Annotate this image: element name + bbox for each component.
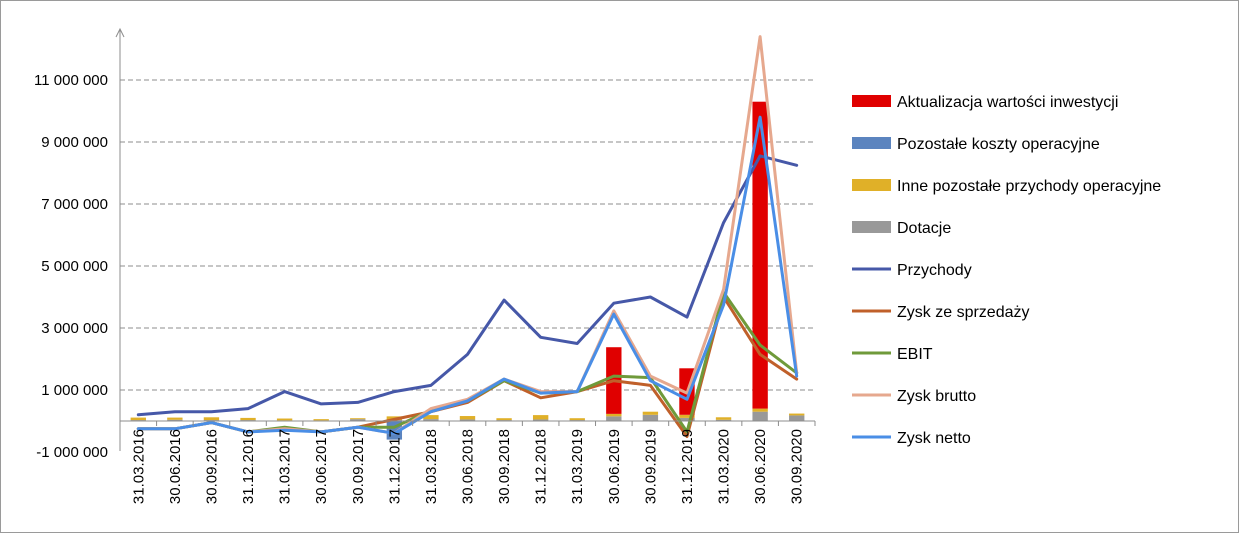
bar: [423, 419, 439, 421]
y-axis-arrow: [115, 27, 125, 38]
legend-label: Dotacje: [897, 220, 951, 237]
line-series: [136, 35, 799, 438]
bar: [752, 411, 768, 421]
x-tick-label: 30.09.2017: [350, 429, 367, 504]
legend: Aktualizacja wartości inwestycji Pozostał…: [852, 94, 1161, 447]
bar: [423, 415, 439, 420]
bar: [752, 101, 768, 409]
x-tick-label: 31.12.2017: [386, 429, 403, 504]
legend-swatch: [852, 137, 891, 149]
y-tick-label: 7 000 000: [41, 196, 108, 213]
bar: [350, 419, 366, 421]
bar: [569, 418, 585, 421]
bar: [313, 419, 329, 421]
legend-swatch: [852, 95, 891, 107]
bar: [496, 418, 512, 421]
legend-label: Zysk brutto: [897, 388, 976, 405]
x-tick-label: 30.06.2020: [752, 429, 769, 504]
x-tick-label: 31.12.2019: [679, 429, 696, 504]
bar: [789, 413, 805, 416]
bar: [459, 419, 476, 421]
x-tick-label: 30.09.2018: [496, 429, 513, 504]
y-tick-label: 3 000 000: [41, 320, 108, 337]
bar: [642, 414, 659, 421]
y-tick-label: 5 000 000: [41, 258, 108, 275]
bar: [642, 411, 659, 415]
bar: [532, 419, 549, 421]
x-tick-label: 31.03.2016: [130, 429, 147, 504]
legend-label: Pozostałe koszty operacyjne: [897, 136, 1100, 153]
legend-swatch: [852, 179, 891, 191]
bar: [715, 417, 732, 420]
bar: [276, 418, 293, 421]
legend-label: Zysk netto: [897, 430, 971, 447]
legend-swatch: [852, 221, 891, 233]
bar: [789, 415, 805, 421]
x-tick-label: 30.09.2020: [789, 429, 806, 504]
bar: [606, 416, 622, 421]
y-tick-label: 1 000 000: [41, 382, 108, 399]
axes: [115, 27, 816, 451]
series-line: [136, 154, 799, 417]
x-tick-label: 31.12.2016: [240, 429, 257, 504]
bar: [167, 419, 183, 421]
bar: [203, 417, 220, 421]
bar: [606, 413, 622, 417]
x-tick-label: 30.06.2017: [313, 429, 330, 504]
bar: [240, 417, 256, 421]
x-tick-label: 30.09.2016: [203, 429, 220, 504]
x-tick-label: 31.03.2018: [423, 429, 440, 504]
bar: [679, 414, 695, 418]
x-tick-label: 31.03.2019: [569, 429, 586, 504]
x-tick-label: 30.09.2019: [642, 429, 659, 504]
x-tick-label: 31.03.2020: [716, 429, 733, 504]
x-tick-label: 30.06.2016: [167, 429, 184, 504]
legend-label: Zysk ze sprzedaży: [897, 304, 1029, 321]
bar-series: [130, 101, 805, 440]
legend-label: Inne pozostałe przychody operacyjne: [897, 178, 1161, 195]
x-tick-label: 30.06.2019: [606, 429, 623, 504]
bar: [532, 415, 549, 420]
y-tick-label: -1 000 000: [36, 444, 108, 461]
bar: [715, 419, 732, 421]
bar: [459, 416, 476, 420]
x-tick-label: 31.03.2017: [277, 429, 294, 504]
bar: [679, 417, 695, 421]
y-tick-label: 9 000 000: [41, 134, 108, 151]
x-tick-label: 31.12.2018: [533, 429, 550, 504]
bar: [130, 417, 146, 421]
x-tick-labels: 31.03.2016 30.06.2016 30.09.2016 31.12.2016…: [130, 429, 805, 504]
series-line: [136, 295, 799, 438]
bar: [752, 408, 768, 412]
y-tick-labels: -1 000 000 1 000 000 3 000 000 5 000 000 7 0…: [34, 72, 108, 461]
legend-label: Aktualizacja wartości inwestycji: [897, 94, 1118, 111]
y-tick-label: 11 000 000: [34, 72, 108, 89]
legend-label: EBIT: [897, 346, 933, 363]
bar: [167, 417, 183, 420]
bar: [350, 418, 366, 420]
x-tick-label: 30.06.2018: [460, 429, 477, 504]
legend-label: Przychody: [897, 262, 972, 279]
